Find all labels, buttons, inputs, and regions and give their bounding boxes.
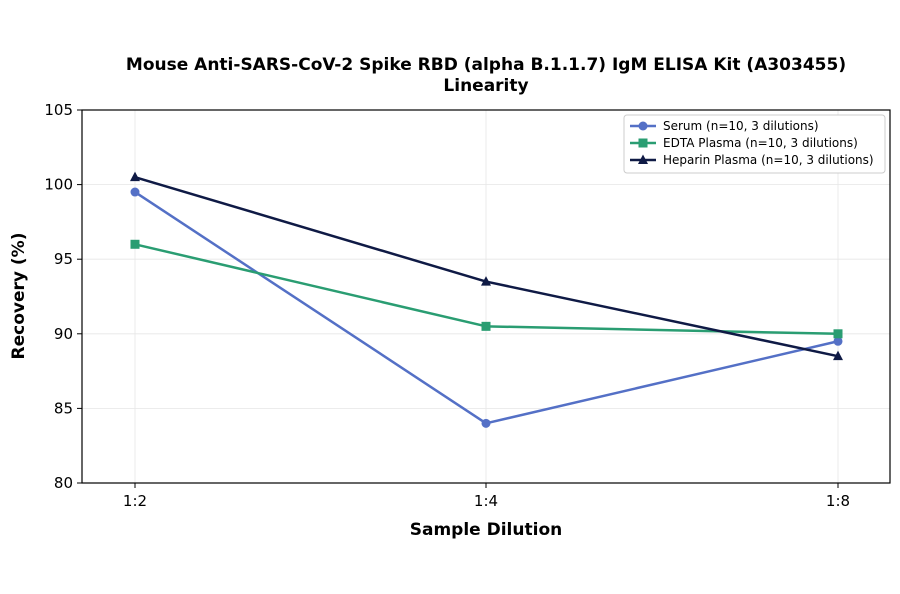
x-tick-label: 1:2 [123,492,147,510]
x-tick-label: 1:4 [474,492,498,510]
legend-label: Heparin Plasma (n=10, 3 dilutions) [663,153,874,167]
legend-label: Serum (n=10, 3 dilutions) [663,119,819,133]
x-axis-label: Sample Dilution [410,520,562,540]
legend: Serum (n=10, 3 dilutions) EDTA Plasma (n=… [623,114,886,174]
series-line [134,243,839,336]
y-axis: 80 85 90 95 100 105 [44,101,82,492]
legend-marker [638,154,648,164]
legend-marker [638,121,648,131]
series-3 [130,171,843,361]
legend-item: EDTA Plasma (n=10, 3 dilutions) [630,136,858,150]
data-point [481,276,491,286]
y-tick-label: 105 [44,101,73,119]
legend-marker [638,138,648,148]
series-1 [130,187,843,428]
data-point [130,171,140,182]
series-group [130,171,843,428]
data-point [130,187,140,197]
y-tick-label: 85 [54,399,73,417]
data-point [833,350,843,361]
legend-item: Serum (n=10, 3 dilutions) [630,119,819,133]
legend-label: EDTA Plasma (n=10, 3 dilutions) [663,136,858,150]
y-axis-label: Recovery (%) [9,233,29,360]
y-tick-label: 80 [54,474,73,492]
data-point [130,239,140,249]
y-tick-label: 90 [54,325,73,343]
x-tick-label: 1:8 [826,492,850,510]
series-2 [130,239,843,339]
x-axis: 1:2 1:4 1:8 [123,483,850,510]
legend-box [623,114,886,174]
y-tick-label: 100 [44,176,73,194]
legend-item: Heparin Plasma (n=10, 3 dilutions) [630,153,874,167]
data-point [481,418,491,428]
series-line [134,191,839,425]
data-point [833,336,843,346]
data-point [481,321,491,331]
chart-title: Mouse Anti-SARS-CoV-2 Spike RBD (alpha B… [126,55,846,75]
chart-subtitle: Linearity [443,76,528,96]
data-point [833,329,843,339]
y-tick-label: 95 [54,250,73,268]
